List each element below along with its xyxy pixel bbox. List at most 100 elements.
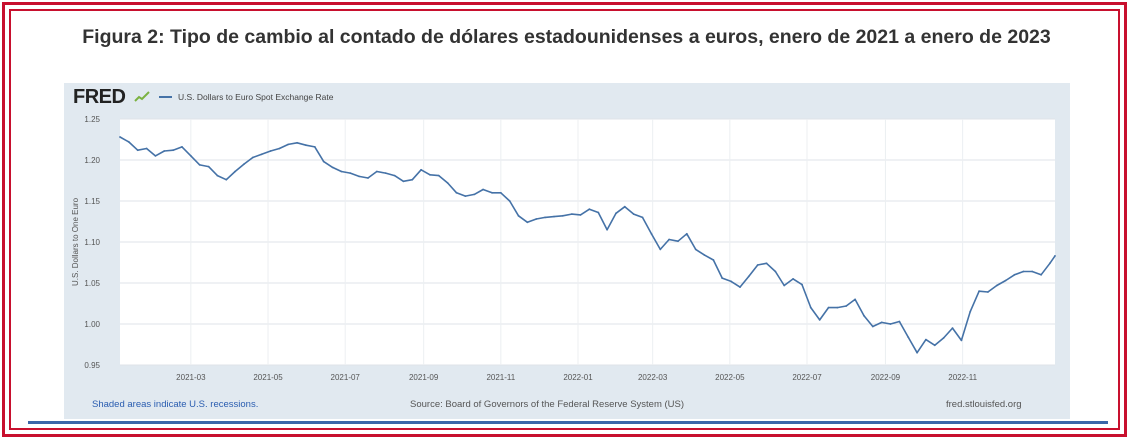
data-point [1049,262,1051,265]
figure-title: Figura 2: Tipo de cambio al contado de d… [82,26,1051,48]
data-point [411,178,414,181]
x-tick-label: 2022-09 [871,373,901,382]
x-tick-label: 2021-11 [486,373,515,382]
data-point [216,174,219,177]
data-point [792,278,794,280]
y-tick-label: 1.10 [84,238,100,247]
data-point [995,284,998,287]
data-point [756,264,759,266]
data-point [615,212,617,215]
recessions-note[interactable]: Shaded areas indicate U.S. recessions. [92,399,259,410]
data-point [641,216,644,219]
data-point [809,306,812,309]
data-point [455,191,458,194]
data-point [845,305,848,307]
inner-frame [9,9,1120,430]
data-point [393,174,396,177]
data-point [579,214,582,216]
data-point [659,248,662,251]
data-point [499,191,502,194]
data-point [473,193,476,196]
data-point [650,232,653,235]
data-point [535,218,538,220]
data-point [712,259,715,261]
data-point [1013,273,1016,276]
data-point [1004,279,1007,282]
data-point [482,188,484,191]
data-point [960,339,963,342]
data-point [827,306,830,309]
data-point [978,290,980,293]
data-point [818,319,821,321]
x-tick-label: 2022-01 [563,373,593,382]
data-point [207,165,210,168]
data-point [154,155,157,157]
data-point [260,153,263,156]
x-tick-label: 2021-05 [253,373,283,382]
y-tick-label: 1.00 [84,320,100,329]
data-point [296,141,298,144]
x-tick-label: 2021-09 [409,373,439,382]
data-point [198,164,201,166]
data-point [464,195,467,197]
x-tick-label: 2022-11 [948,373,977,382]
data-point [942,337,945,339]
data-point [801,283,803,286]
data-point [243,163,245,165]
data-point [136,149,139,152]
data-point [119,136,121,138]
data-point [269,150,272,152]
data-point [765,262,768,265]
data-point [1031,270,1034,273]
data-point [402,180,405,183]
data-point [668,238,670,241]
data-point [1022,270,1025,273]
data-point [836,306,839,309]
data-point [925,338,927,341]
data-point [987,291,989,293]
data-point [933,344,936,347]
data-point [685,232,688,235]
y-tick-label: 1.20 [84,156,100,165]
y-tick-label: 0.95 [84,361,100,370]
data-point [677,240,679,243]
chart-legend: U.S. Dollars to Euro Spot Exchange Rate [159,92,333,102]
data-point [508,200,511,202]
data-point [145,147,148,150]
data-point [517,214,520,217]
data-point [916,351,918,354]
fred-logo[interactable]: FRED [73,86,126,108]
data-point [544,216,546,219]
source-note: Source: Board of Governors of the Federa… [410,399,685,410]
data-point [278,147,281,150]
data-point [606,228,608,231]
data-point [553,215,555,218]
data-point [429,173,431,176]
exchange-rate-chart: 0.95 1.00 1.05 1.10 1.15 1.20 1.25 2021-03 2021-… [71,115,1056,382]
data-point [375,170,378,173]
fred-chart-panel: FRED U.S. Dollars to Euro Spot Exchange … [64,83,1070,419]
y-tick-label: 1.05 [84,279,100,288]
y-tick-label: 1.25 [84,115,100,124]
data-point [437,174,440,177]
data-point [694,248,697,251]
fred-url[interactable]: fred.stlouisfed.org [946,399,1022,410]
data-point [172,149,174,152]
data-point [588,208,591,211]
y-tick-label: 1.15 [84,197,100,206]
data-point [880,321,883,324]
legend-swatch [159,96,172,98]
data-point [597,211,600,214]
data-point [747,275,750,278]
y-axis-label: U.S. Dollars to One Euro [71,197,80,286]
x-tick-label: 2022-05 [715,373,745,382]
data-point [570,213,573,216]
outer-frame [2,2,1127,437]
data-point [721,277,724,279]
data-point [491,191,493,194]
data-point [287,143,290,146]
data-point [889,323,892,325]
data-point [251,156,254,159]
series-line [119,136,1056,354]
data-point [1040,273,1042,276]
